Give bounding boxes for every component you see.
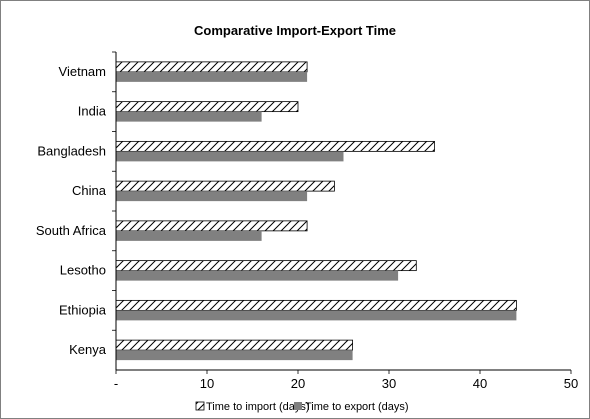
bar-import xyxy=(115,220,308,232)
bar-export xyxy=(116,71,308,82)
x-tick-label: 40 xyxy=(473,376,487,391)
bars-layer xyxy=(115,61,517,361)
bar-export xyxy=(116,350,353,361)
bar-export xyxy=(116,151,344,162)
category-label: China xyxy=(72,183,107,198)
legend-swatch-export xyxy=(294,402,302,410)
x-tick-label: 20 xyxy=(291,376,305,391)
bar-import xyxy=(115,140,435,152)
category-label: Bangladesh xyxy=(37,143,106,158)
category-label: Kenya xyxy=(69,342,107,357)
bar-import xyxy=(115,101,299,113)
bar-export xyxy=(116,191,308,202)
x-tick-label: 50 xyxy=(564,376,578,391)
legend: Time to import (days) Time to export (da… xyxy=(195,401,409,413)
chart-title: Comparative Import-Export Time xyxy=(194,23,396,38)
legend-swatch-import xyxy=(195,401,205,411)
bar-export xyxy=(116,310,517,321)
bar-export xyxy=(116,230,262,241)
bar-export xyxy=(116,111,262,122)
x-tick-label: 30 xyxy=(382,376,396,391)
bar-import xyxy=(115,180,335,192)
category-label: Lesotho xyxy=(60,263,106,278)
category-label: Ethiopia xyxy=(59,302,107,317)
bar-import xyxy=(115,61,308,73)
bar-export xyxy=(116,270,399,281)
bar-import xyxy=(115,339,354,351)
axes-layer xyxy=(112,51,572,374)
legend-label-import: Time to import (days) xyxy=(206,401,310,413)
x-tick-label: - xyxy=(114,376,118,391)
category-label: India xyxy=(78,104,107,119)
bar-import xyxy=(115,260,417,272)
x-tick-label: 10 xyxy=(200,376,214,391)
category-label: Vietnam xyxy=(59,64,106,79)
legend-label-export: Time to export (days) xyxy=(305,401,409,413)
bar-import xyxy=(115,299,517,311)
labels-layer: Vietnam India Bangladesh China South Africa L… xyxy=(36,64,578,391)
category-label: South Africa xyxy=(36,223,107,238)
